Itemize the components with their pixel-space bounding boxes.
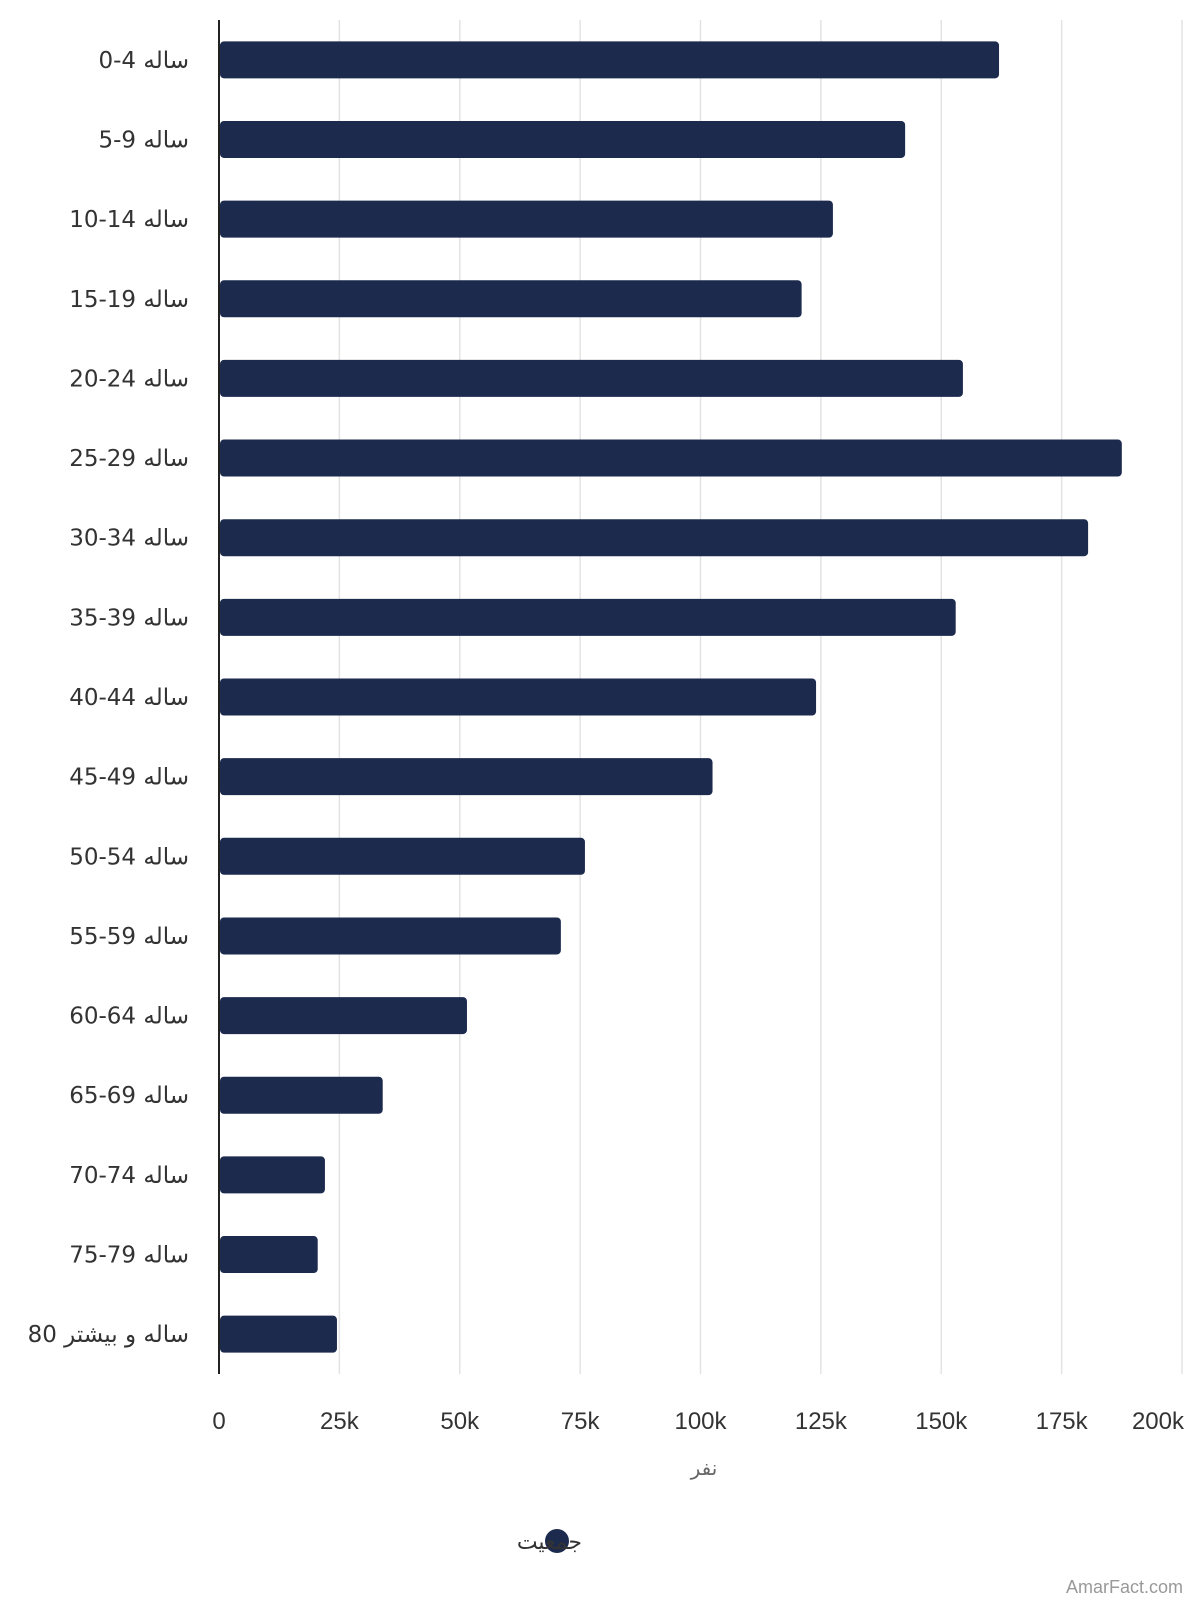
x-tick-label: 175k (1036, 1408, 1089, 1435)
category-label: 30-34 ساله (69, 526, 189, 552)
category-label: 20-24 ساله (69, 366, 189, 392)
bar (220, 519, 1089, 557)
category-label: 75-79 ساله (69, 1243, 189, 1269)
legend-label: جمعیت (517, 1530, 582, 1555)
category-label: 80 ساله و بیشتر (28, 1322, 189, 1348)
x-tick-label: 0 (212, 1408, 225, 1435)
category-label: 35-39 ساله (69, 605, 189, 631)
category-label: 15-19 ساله (69, 287, 189, 313)
category-label: 25-29 ساله (69, 446, 189, 472)
bar (220, 1315, 337, 1353)
category-label: 60-64 ساله (69, 1004, 189, 1030)
legend: جمعیت (517, 1529, 582, 1555)
category-label: 10-14 ساله (69, 207, 189, 233)
x-tick-label: 75k (561, 1408, 601, 1435)
bar (220, 917, 561, 955)
bar (220, 997, 467, 1035)
legend-swatch (545, 1529, 569, 1553)
bar (220, 1236, 318, 1274)
bar (220, 758, 713, 796)
category-label: 5-9 ساله (98, 127, 189, 153)
category-label: 65-69 ساله (69, 1083, 189, 1109)
bar (220, 1076, 383, 1114)
bar (220, 120, 906, 158)
bar (220, 598, 956, 636)
category-label: 0-4 ساله (98, 48, 189, 74)
x-tick-label: 25k (320, 1408, 360, 1435)
bar (220, 678, 817, 716)
watermark: AmarFact.com (1066, 1577, 1183, 1597)
x-tick-label: 125k (795, 1408, 848, 1435)
bars (220, 41, 1122, 1353)
category-label: 55-59 ساله (69, 924, 189, 950)
category-label: 40-44 ساله (69, 685, 189, 711)
x-tick-label: 150k (915, 1408, 968, 1435)
x-tick-label: 100k (674, 1408, 727, 1435)
category-label: 70-74 ساله (69, 1163, 189, 1189)
bar (220, 837, 585, 875)
bar (220, 359, 963, 397)
bar (220, 439, 1122, 477)
category-label: 50-54 ساله (69, 844, 189, 870)
bar (220, 1156, 325, 1194)
category-labels: 0-4 ساله 5-9 ساله 10-14 ساله 15-19 ساله 20-2… (28, 48, 189, 1348)
x-tick-label: 50k (440, 1408, 480, 1435)
x-tick-labels: 0 25k 50k 75k 100k 125k 150k 175k 200k (212, 1408, 1185, 1435)
bar (220, 280, 802, 318)
bar (220, 41, 1000, 79)
category-label: 45-49 ساله (69, 765, 189, 791)
bar (220, 200, 833, 238)
x-tick-label: 200k (1132, 1408, 1185, 1435)
x-axis-title: نفر (690, 1456, 718, 1480)
